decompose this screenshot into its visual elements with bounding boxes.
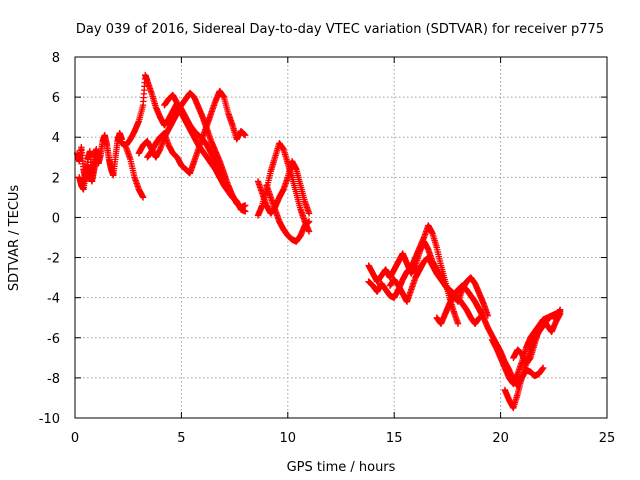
y-tick-label: 0 (52, 211, 60, 226)
series-trace-11 (365, 238, 492, 319)
y-tick-label: -8 (47, 372, 60, 387)
x-tick-label: 0 (71, 431, 79, 446)
data-point (305, 228, 313, 235)
y-tick-label: 6 (52, 91, 60, 106)
series-trace-17 (510, 310, 564, 368)
y-tick-label: -2 (47, 252, 60, 267)
data-point (93, 154, 100, 161)
data-point (539, 364, 547, 372)
series-trace-7 (161, 91, 249, 215)
plot-frame (74, 56, 608, 419)
data-point (139, 194, 147, 201)
data-point (305, 210, 313, 217)
series-trace-10 (263, 182, 313, 245)
data-point (454, 320, 462, 327)
series-trace-6 (144, 87, 249, 177)
y-tick-label: 2 (52, 171, 60, 186)
data-point (242, 202, 249, 209)
x-tick-label: 25 (599, 431, 616, 446)
chart-title: Day 039 of 2016, Sidereal Day-to-day VTE… (76, 22, 604, 37)
y-tick-label: -4 (47, 292, 60, 307)
data-point (242, 208, 249, 215)
series-trace-2 (76, 154, 100, 193)
x-tick-label: 15 (386, 431, 403, 446)
y-tick-label: 8 (52, 51, 60, 66)
y-tick-label: -6 (47, 332, 60, 347)
x-axis-label: GPS time / hours (287, 460, 396, 475)
y-tick-label: 4 (52, 131, 60, 146)
data-point (242, 132, 249, 139)
data-points (73, 71, 564, 412)
x-tick-label: 5 (177, 431, 185, 446)
x-tick-label: 20 (492, 431, 509, 446)
series-trace-13 (386, 254, 483, 327)
series-trace-4 (122, 144, 147, 201)
y-tick-label: -10 (39, 412, 60, 427)
y-axis-label: SDTVAR / TECUs (7, 185, 22, 292)
x-tick-label: 10 (280, 431, 297, 446)
data-point (556, 310, 564, 317)
tick-labels: 0 5 10 15 20 25 -10 -8 -6 -4 -2 0 2 4 6 8 (39, 51, 616, 446)
data-point (305, 218, 313, 225)
